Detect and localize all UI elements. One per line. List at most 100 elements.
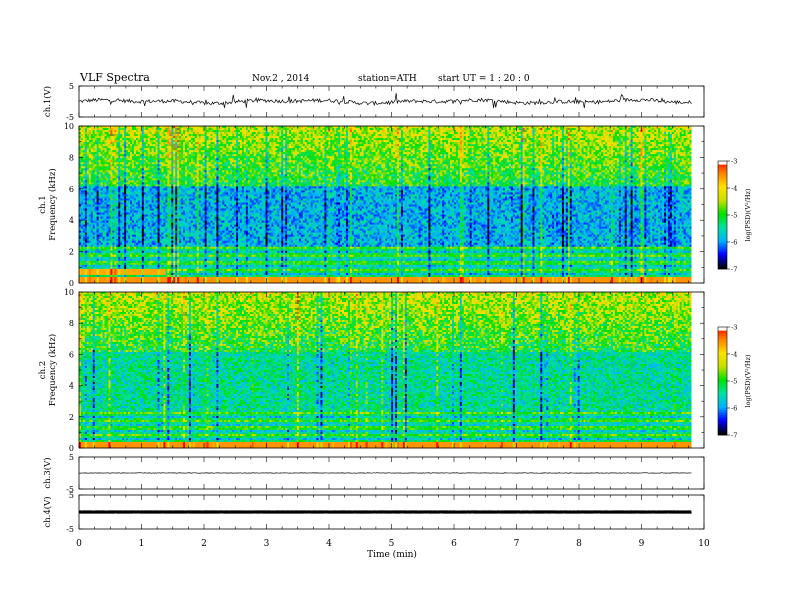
spectrogram-cell — [497, 128, 500, 131]
spectrogram-cell — [334, 136, 337, 139]
spectrogram-cell — [579, 126, 582, 129]
spectrogram-cell — [355, 134, 359, 137]
spectrogram-cell — [406, 132, 410, 135]
spectrogram-cell — [173, 136, 176, 139]
spectrogram-cell — [681, 134, 685, 137]
spectrogram-cell — [132, 132, 135, 135]
spectrogram-cell — [90, 136, 94, 139]
spectrogram-cell — [662, 126, 665, 129]
spectrogram-cell — [422, 134, 425, 137]
spectrogram-cell — [620, 128, 624, 131]
spectrogram-cell — [558, 134, 561, 137]
spectrogram-cell — [226, 130, 229, 133]
spectrogram-cell — [501, 134, 504, 137]
spectrogram-cell — [575, 134, 579, 137]
spectrogram-cell — [177, 136, 180, 139]
spectrogram-cell — [548, 136, 551, 139]
spectrogram-cell — [294, 130, 298, 133]
spectrogram-cell — [573, 130, 577, 133]
spectrogram-cell — [644, 132, 647, 135]
spectrogram-cell — [145, 130, 149, 133]
spectrogram-cell — [665, 130, 669, 133]
spectrogram-cell — [561, 132, 565, 135]
spectrogram-cell — [230, 128, 233, 131]
spectrogram-cell — [683, 128, 687, 131]
spectrogram-cell — [395, 130, 398, 133]
spectrogram-cell — [614, 132, 618, 135]
spectrogram-cell — [644, 130, 647, 133]
spectrogram-cell — [432, 128, 435, 131]
spectrogram-cell — [422, 126, 425, 129]
spectrogram-cell — [208, 134, 211, 137]
spectrogram-cell — [667, 128, 671, 131]
spectrogram-cell — [567, 130, 571, 133]
spectrogram-cell — [300, 132, 304, 135]
spectrogram-cell — [167, 132, 170, 135]
spectrogram-cell — [601, 130, 604, 133]
spectrogram-cell — [418, 134, 421, 137]
spectrogram-cell — [224, 136, 227, 139]
spectrogram-cell — [607, 134, 610, 137]
spectrogram-cell — [185, 128, 188, 131]
spectrogram-cell — [192, 126, 196, 129]
spectrogram-cell — [510, 134, 514, 137]
spectrogram-cell — [585, 128, 588, 131]
spectrogram-cell — [499, 136, 502, 139]
spectrogram-cell — [314, 130, 317, 133]
spectrogram-cell — [367, 128, 370, 131]
spectrogram-cell — [410, 134, 414, 137]
spectrogram-cell — [220, 130, 223, 133]
spectrogram-cell — [141, 130, 145, 133]
spectrogram-cell — [687, 128, 690, 131]
spectrogram-cell — [581, 126, 584, 129]
spectrogram-cell — [644, 134, 647, 137]
spectrogram-cell — [463, 126, 467, 129]
spectrogram-cell — [418, 128, 421, 131]
spectrogram-cell — [310, 134, 314, 137]
spectrogram-cell — [285, 132, 288, 135]
spectrogram-cell — [616, 128, 620, 131]
spectrogram-cell — [577, 132, 580, 135]
spectrogram-cell — [404, 136, 408, 139]
spectrogram-cell — [664, 126, 667, 129]
spectrogram-cell — [185, 130, 188, 133]
spectrogram-cell — [457, 136, 461, 139]
spectrogram-cell — [267, 126, 270, 129]
spectrogram-cell — [685, 128, 688, 131]
spectrogram-cell — [139, 136, 143, 139]
spectrogram-cell — [679, 132, 683, 135]
spectrogram-cell — [683, 132, 687, 135]
spectrogram-cell — [520, 126, 524, 129]
spectrogram-cell — [220, 136, 223, 139]
spectrogram-cell — [345, 130, 349, 133]
spectrogram-cell — [338, 130, 341, 133]
spectrogram-cell — [595, 126, 598, 129]
spectrogram-cell — [387, 128, 390, 131]
spectrogram-cell — [406, 134, 410, 137]
spectrogram-cell — [536, 136, 539, 139]
spectrogram-cell — [624, 134, 628, 137]
spectrogram-cell — [153, 130, 156, 133]
spectrogram-cell — [630, 132, 633, 135]
spectrogram-cell — [245, 130, 249, 133]
spectrogram-cell — [438, 128, 441, 131]
spectrogram-cell — [485, 134, 488, 137]
spectrogram-cell — [612, 132, 616, 135]
spectrogram-cell — [581, 130, 584, 133]
spectrogram-cell — [469, 130, 473, 133]
spectrogram-cell — [204, 134, 207, 137]
spectrogram-cell — [163, 134, 166, 137]
spectrogram-cell — [310, 136, 314, 139]
spectrogram-cell — [561, 134, 565, 137]
spectrogram-cell — [400, 136, 404, 139]
spectrogram-cell — [314, 132, 317, 135]
spectrogram-cell — [406, 126, 410, 129]
spectrogram-cell — [479, 128, 482, 131]
spectrogram-cell — [383, 132, 386, 135]
spectrogram-cell — [455, 128, 459, 131]
spectrogram-cell — [228, 126, 231, 129]
spectrogram-cell — [330, 136, 333, 139]
spectrogram-cell — [296, 126, 300, 129]
spectrogram-cell — [122, 128, 125, 131]
spectrogram-cell — [491, 134, 494, 137]
